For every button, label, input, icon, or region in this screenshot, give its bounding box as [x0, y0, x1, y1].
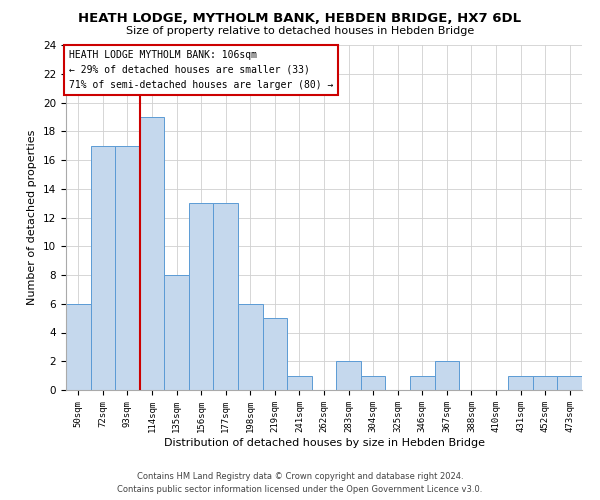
- Bar: [557, 376, 582, 390]
- Bar: [287, 376, 312, 390]
- Bar: [508, 376, 533, 390]
- Bar: [164, 275, 189, 390]
- Bar: [263, 318, 287, 390]
- Bar: [361, 376, 385, 390]
- Bar: [533, 376, 557, 390]
- Text: Contains HM Land Registry data © Crown copyright and database right 2024.
Contai: Contains HM Land Registry data © Crown c…: [118, 472, 482, 494]
- Bar: [115, 146, 140, 390]
- Bar: [189, 203, 214, 390]
- Y-axis label: Number of detached properties: Number of detached properties: [28, 130, 37, 305]
- Bar: [410, 376, 434, 390]
- Text: Size of property relative to detached houses in Hebden Bridge: Size of property relative to detached ho…: [126, 26, 474, 36]
- Text: HEATH LODGE, MYTHOLM BANK, HEBDEN BRIDGE, HX7 6DL: HEATH LODGE, MYTHOLM BANK, HEBDEN BRIDGE…: [79, 12, 521, 26]
- Bar: [91, 146, 115, 390]
- Bar: [66, 304, 91, 390]
- Bar: [336, 361, 361, 390]
- Bar: [238, 304, 263, 390]
- Bar: [140, 117, 164, 390]
- X-axis label: Distribution of detached houses by size in Hebden Bridge: Distribution of detached houses by size …: [163, 438, 485, 448]
- Bar: [434, 361, 459, 390]
- Text: HEATH LODGE MYTHOLM BANK: 106sqm
← 29% of detached houses are smaller (33)
71% o: HEATH LODGE MYTHOLM BANK: 106sqm ← 29% o…: [68, 50, 333, 90]
- Bar: [214, 203, 238, 390]
